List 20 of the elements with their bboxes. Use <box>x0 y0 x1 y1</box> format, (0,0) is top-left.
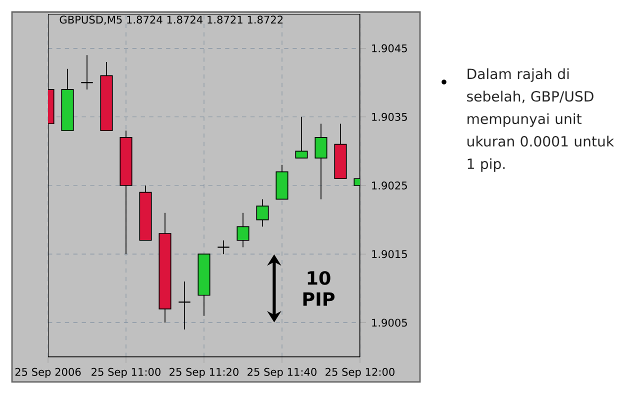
text: Dalam rajah di sebelah, GBP/USD mempunyai unit ukuran 0.0001 untuk 1 pip. <box>467 68 614 172</box>
x-tick-label: 25 Sep 2006 <box>15 368 81 378</box>
chart-title: GBPUSD,M5 1.8724 1.8724 1.8721 1.8722 <box>60 16 283 25</box>
x-tick-label: 25 Sep 11:40 <box>248 368 316 378</box>
y-tick-label: 1.9005 <box>372 318 407 327</box>
x-tick-label: 25 Sep 11:00 <box>92 368 160 378</box>
candlestick <box>314 123 328 200</box>
x-tick-label: 25 Sep 12:00 <box>326 368 394 378</box>
y-tick-label: 1.9035 <box>372 112 407 121</box>
candlestick <box>178 281 191 330</box>
y-tick-label: 1.9025 <box>372 182 407 190</box>
candlestick <box>80 54 94 90</box>
candlestick <box>217 240 230 255</box>
y-tick-label: 1.9015 <box>372 250 407 258</box>
y-tick-label: 1.9045 <box>372 44 407 52</box>
candlestick <box>256 198 269 228</box>
x-tick-label: 25 Sep 11:20 <box>170 368 238 378</box>
candlestick <box>236 212 250 248</box>
candlestick <box>295 116 308 158</box>
annotation: 10 PIP <box>303 271 335 306</box>
